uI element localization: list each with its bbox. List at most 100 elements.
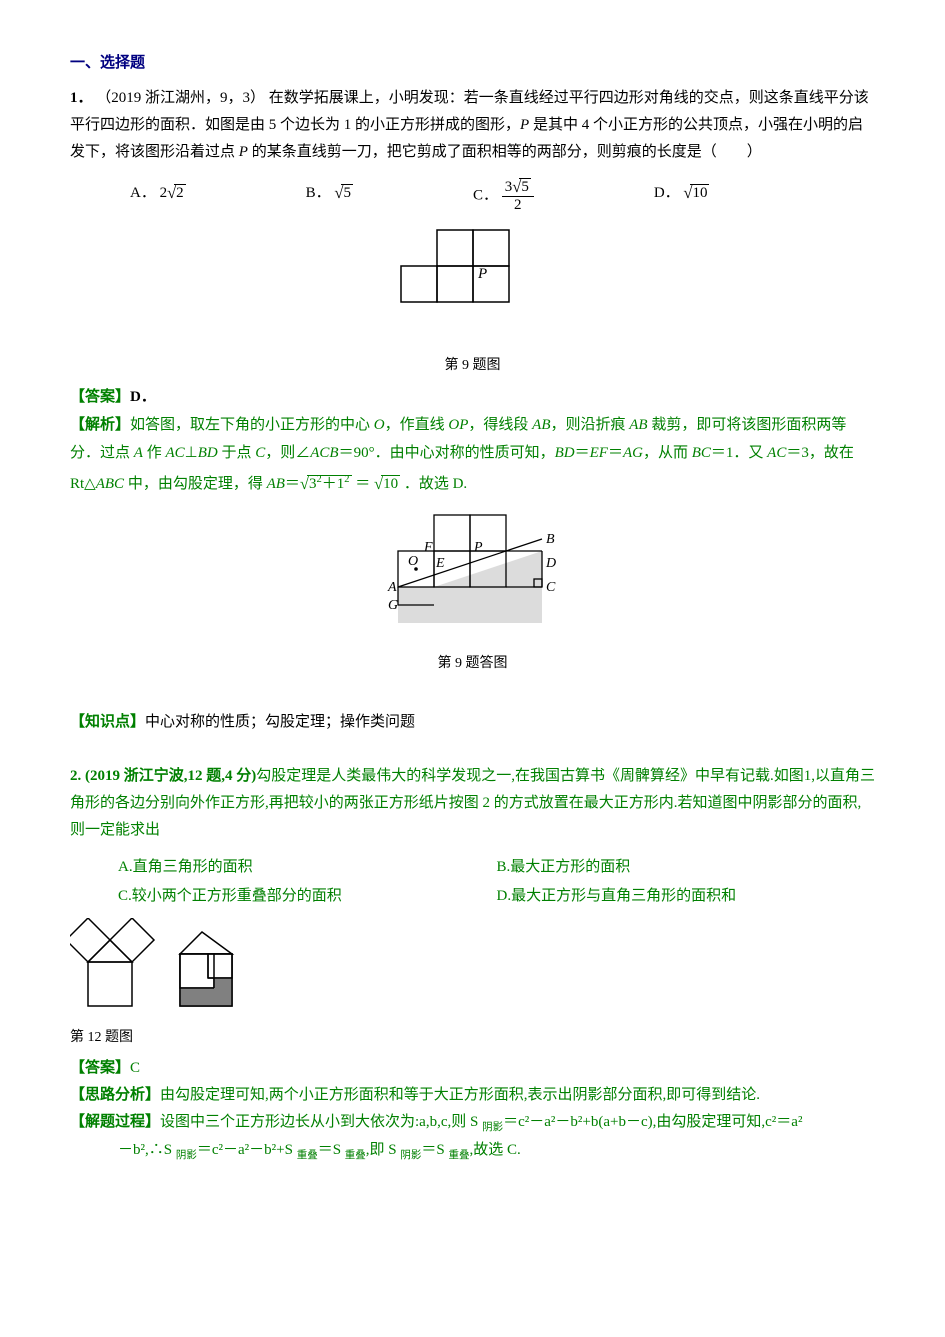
exp-C: C bbox=[255, 445, 265, 461]
q1-fig-caption: 第 9 题图 bbox=[70, 353, 875, 378]
sol-t6: ,即 S bbox=[366, 1142, 401, 1158]
q2-analysis-label: 【思路分析】 bbox=[70, 1087, 160, 1103]
exp-BD2: BD bbox=[555, 445, 575, 461]
q1-answer-figure: A B C D E F G O P 第 9 题答图 bbox=[70, 509, 875, 676]
exp-eq90: ＝90°．由中心对称的性质可知， bbox=[339, 445, 555, 461]
sol-t2: ＝c²－a²－b²+b(a+b－c),由勾股定理可知,c²＝a² bbox=[503, 1114, 802, 1130]
exp-t9: ，从而 bbox=[643, 445, 692, 461]
q2-option-D: D.最大正方形与直角三角形的面积和 bbox=[497, 883, 876, 910]
q1-number: 1． bbox=[70, 90, 93, 106]
exp-t3: ，得线段 bbox=[468, 417, 532, 433]
lbl-E: E bbox=[435, 556, 445, 571]
exp-t1: 如答图，取左下角的小正方形的中心 bbox=[130, 417, 374, 433]
q2-analysis-text: 由勾股定理可知,两个小正方形面积和等于大正方形面积,表示出阴影部分面积,即可得到… bbox=[160, 1087, 760, 1103]
opt-A-val: 2√2 bbox=[160, 185, 186, 201]
sol-t5: ＝S bbox=[318, 1142, 345, 1158]
q2-answer: 【答案】C bbox=[70, 1055, 875, 1082]
q1-answer: 【答案】D． bbox=[70, 384, 875, 411]
opt-A-label: A． bbox=[130, 185, 156, 201]
section-title: 一、选择题 bbox=[70, 50, 875, 77]
exp-eq: ＝ bbox=[285, 476, 300, 492]
lbl-C: C bbox=[546, 580, 556, 595]
opt-D-rad: 10 bbox=[690, 184, 709, 201]
sol-sub5: 阴影 bbox=[400, 1150, 421, 1161]
exp-AB: AB bbox=[532, 417, 550, 433]
q1-figure-svg: P bbox=[398, 226, 548, 341]
exp-perp: ⊥ bbox=[185, 445, 198, 461]
lbl-F: F bbox=[423, 540, 433, 555]
opt-A-rad: 2 bbox=[174, 184, 186, 201]
q2-number: 2. bbox=[70, 768, 85, 784]
exp-t8: ，则∠ bbox=[265, 445, 310, 461]
exp-t2: ，作直线 bbox=[385, 417, 449, 433]
exp-eqEF: ＝ bbox=[575, 445, 590, 461]
exp-t11: ．故选 D. bbox=[400, 476, 467, 492]
opt-C-numpre: 3 bbox=[505, 179, 513, 195]
exp-AB2: AB bbox=[629, 417, 647, 433]
q2-analysis: 【思路分析】由勾股定理可知,两个小正方形面积和等于大正方形面积,表示出阴影部分面… bbox=[70, 1082, 875, 1109]
q2-fig-caption: 第 12 题图 bbox=[70, 1025, 875, 1050]
opt-D-label: D． bbox=[654, 185, 680, 201]
opt-C-frac: 3√5 2 bbox=[502, 178, 534, 214]
lbl-A: A bbox=[387, 580, 397, 595]
lbl-G: G bbox=[388, 598, 398, 613]
lbl-B: B bbox=[546, 532, 555, 547]
q1-text-part3: 的某条直线剪一刀，把它剪成了面积相等的两部分，则剪痕的长度是（ ） bbox=[248, 144, 762, 160]
exp-eq2: ＝ bbox=[352, 476, 375, 492]
q2-options: A.直角三角形的面积 B.最大正方形的面积 C.较小两个正方形重叠部分的面积 D… bbox=[118, 854, 875, 910]
q1-ansfig-caption: 第 9 题答图 bbox=[70, 651, 875, 676]
q1-P: P bbox=[520, 117, 529, 133]
q1-ansfig-svg: A B C D E F G O P bbox=[368, 509, 578, 639]
q1-options: A． 2√2 B． √5 C． 3√5 2 D． √10 bbox=[130, 178, 875, 214]
exp-rad10: 10 bbox=[381, 475, 400, 492]
q2-answer-label: 【答案】 bbox=[70, 1060, 130, 1076]
sol-sub2: 阴影 bbox=[176, 1150, 197, 1161]
exp-BC: BC bbox=[692, 445, 711, 461]
q2-sol-label: 【解题过程】 bbox=[70, 1114, 160, 1130]
exp-eq1: ＝1．又 bbox=[711, 445, 767, 461]
exp-AB3: AB bbox=[267, 476, 285, 492]
exp-BD: BD bbox=[198, 445, 218, 461]
exp-eqAG: ＝ bbox=[608, 445, 623, 461]
sol-t3: －b²,∴S bbox=[118, 1142, 176, 1158]
q2-answer-text: C bbox=[130, 1060, 140, 1076]
q1-knowledge: 【知识点】中心对称的性质；勾股定理；操作类问题 bbox=[70, 709, 875, 736]
sol-t1: 设图中三个正方形边长从小到大依次为:a,b,c,则 S bbox=[160, 1114, 482, 1130]
question-2: 2. (2019 浙江宁波,12 题,4 分)勾股定理是人类最伟大的科学发现之一… bbox=[70, 763, 875, 844]
sol-sub4: 重叠 bbox=[345, 1150, 366, 1161]
q1-option-A: A． 2√2 bbox=[130, 178, 186, 214]
exp-AC: AC bbox=[165, 445, 184, 461]
lbl-O: O bbox=[408, 554, 418, 569]
lbl-P: P bbox=[473, 540, 483, 555]
question-1: 1． （2019 浙江湖州，9，3） 在数学拓展课上，小明发现：若一条直线经过平… bbox=[70, 85, 875, 166]
exp-t6: 作 bbox=[143, 445, 166, 461]
sol-t8: ,故选 C. bbox=[469, 1142, 520, 1158]
lbl-D: D bbox=[545, 556, 556, 571]
exp-ACB: ACB bbox=[310, 445, 338, 461]
q1-P2: P bbox=[239, 144, 248, 160]
exp-AC2: AC bbox=[767, 445, 786, 461]
q2-solution: 【解题过程】设图中三个正方形边长从小到大依次为:a,b,c,则 S 阴影＝c²－… bbox=[70, 1109, 875, 1167]
opt-B-label: B． bbox=[306, 185, 331, 201]
opt-A-pre: 2 bbox=[160, 185, 168, 201]
sol-t7: ＝S bbox=[421, 1142, 448, 1158]
exp-OP: OP bbox=[448, 417, 468, 433]
sol-sub1: 阴影 bbox=[482, 1122, 503, 1133]
exp-t4: ，则沿折痕 bbox=[550, 417, 629, 433]
q1-source: （2019 浙江湖州，9，3） bbox=[96, 90, 265, 106]
exp-AG: AG bbox=[623, 445, 643, 461]
q1-option-B: B． √5 bbox=[306, 178, 353, 214]
q1-answer-text: D． bbox=[130, 389, 156, 405]
fig1-P-label: P bbox=[477, 266, 487, 282]
q2-source: (2019 浙江宁波,12 题,4 分) bbox=[85, 768, 256, 784]
q2-option-B: B.最大正方形的面积 bbox=[497, 854, 876, 881]
opt-C-numrad: 5 bbox=[519, 178, 531, 195]
sol-t4: ＝c²－a²－b²+S bbox=[197, 1142, 297, 1158]
q1-option-D: D． √10 bbox=[654, 178, 710, 214]
q1-explain: 【解析】如答图，取左下角的小正方形的中心 O，作直线 OP，得线段 AB，则沿折… bbox=[70, 411, 875, 499]
exp-O: O bbox=[374, 417, 385, 433]
q2-figure bbox=[70, 918, 875, 1023]
q2-option-C: C.较小两个正方形重叠部分的面积 bbox=[118, 883, 497, 910]
q1-figure: P 第 9 题图 bbox=[70, 226, 875, 378]
opt-C-label: C． bbox=[473, 187, 498, 203]
